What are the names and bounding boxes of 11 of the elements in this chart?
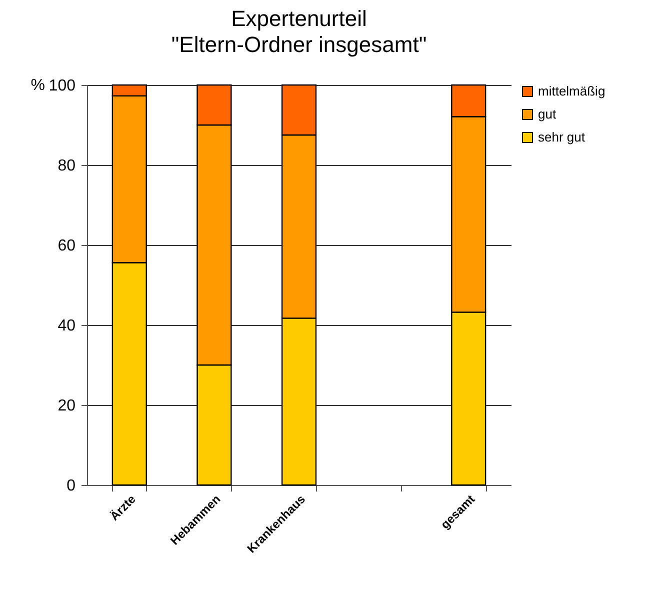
y-tick-label: 100 (48, 78, 76, 94)
y-tick-label: 20 (58, 398, 76, 414)
legend-label: sehr gut (538, 130, 586, 144)
y-tick-label: 80 (58, 158, 76, 174)
y-tick-label: 60 (58, 238, 76, 254)
y-axis-title: % (30, 77, 45, 94)
y-tick-label: 40 (58, 318, 76, 334)
legend-label: gut (538, 106, 556, 122)
legend-label: mittelmäßig (538, 84, 606, 98)
y-tick-label: 0 (66, 478, 76, 494)
chart-title: Expertenurteil "Eltern-Ordner insgesamt" (171, 6, 427, 57)
